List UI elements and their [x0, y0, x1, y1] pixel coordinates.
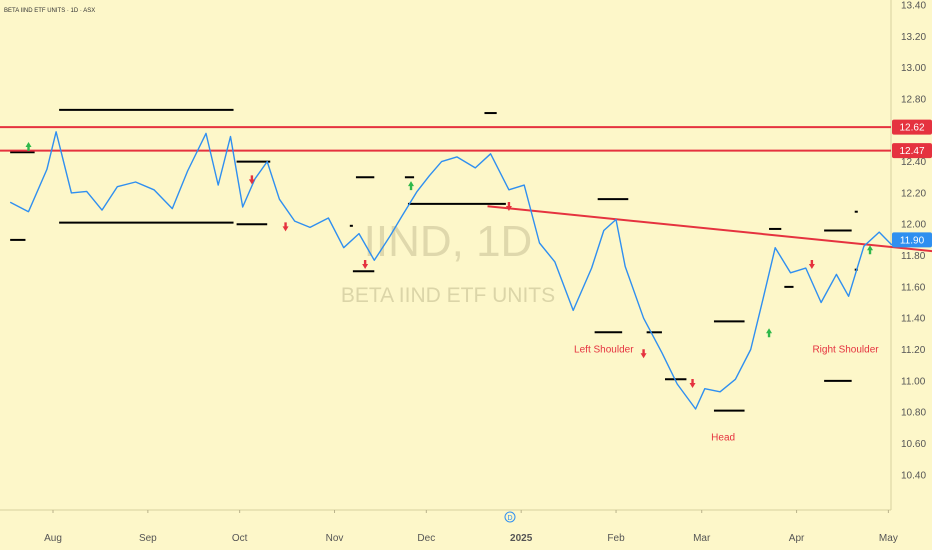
price-tick-label: 13.20 — [901, 32, 926, 43]
sell-signal-arrow-icon — [689, 378, 696, 388]
buy-signal-arrow-icon — [25, 141, 32, 151]
neckline[interactable] — [487, 205, 932, 253]
time-tick-label: Dec — [417, 533, 435, 544]
resistance-price-badge — [892, 119, 932, 135]
sell-signal-arrow-icon — [640, 349, 647, 359]
price-series — [9, 131, 904, 410]
time-tick-label: Mar — [693, 533, 711, 544]
price-tick-label: 11.20 — [901, 345, 926, 356]
last-price-badge — [892, 232, 932, 248]
time-tick-label: Oct — [232, 533, 248, 544]
resistance-price-badge-text: 12.47 — [899, 146, 924, 157]
time-tick-label: Aug — [44, 533, 62, 544]
time-axis[interactable]: Aug Sep Oct Nov Dec 2025 Feb Mar Apr May — [44, 510, 898, 544]
price-tick-label: 11.00 — [901, 376, 926, 387]
sell-signal-arrow-icon — [362, 259, 369, 269]
time-tick-label: Sep — [139, 533, 157, 544]
time-tick-label: May — [879, 533, 898, 544]
sell-signal-arrow-icon — [282, 222, 289, 232]
price-tick-label: 12.80 — [901, 94, 926, 105]
pattern-label: Head — [711, 432, 735, 443]
price-axis[interactable]: 13.4013.2013.0012.8012.6012.4012.2012.00… — [901, 1, 926, 482]
price-tick-label: 13.40 — [901, 1, 926, 12]
buy-signal-arrow-icon — [867, 245, 874, 255]
price-tick-label: 10.40 — [901, 470, 926, 481]
price-tick-label: 10.60 — [901, 439, 926, 450]
watermark-ticker: IIND, 1D — [364, 217, 533, 266]
price-tick-label: 11.40 — [901, 314, 926, 325]
price-line — [9, 131, 904, 410]
dividend-event-icon-glyph: D — [507, 515, 512, 522]
signal-markers — [25, 141, 874, 388]
time-tick-label: Feb — [607, 533, 625, 544]
price-tick-label: 12.00 — [901, 220, 926, 231]
price-tick-label: 13.00 — [901, 63, 926, 74]
level-segments — [10, 108, 858, 412]
pattern-label: Left Shoulder — [574, 345, 634, 356]
price-tick-label: 11.80 — [901, 251, 926, 262]
resistance-lines[interactable] — [0, 126, 891, 152]
sell-signal-arrow-icon — [808, 259, 815, 269]
buy-signal-arrow-icon — [408, 181, 415, 191]
price-badges: 12.62 12.47 11.90 — [892, 119, 932, 248]
resistance-price-badge-text: 12.62 — [899, 123, 924, 134]
price-tick-label: 10.80 — [901, 408, 926, 419]
time-tick-label: 2025 — [510, 533, 533, 544]
last-price-badge-text: 11.90 — [900, 235, 925, 246]
chart-title: BETA IIND ETF UNITS · 1D · ASX — [4, 8, 95, 14]
sell-signal-arrow-icon — [505, 202, 512, 212]
price-tick-label: 11.60 — [901, 282, 926, 293]
resistance-price-badge — [892, 143, 932, 159]
pattern-label: Right Shoulder — [812, 345, 879, 356]
time-tick-label: Nov — [326, 533, 344, 544]
neckline-trendline[interactable] — [487, 205, 932, 253]
time-tick-label: Apr — [789, 533, 805, 544]
watermark-name: BETA IIND ETF UNITS — [341, 284, 555, 307]
buy-signal-arrow-icon — [766, 328, 773, 338]
pattern-annotations: Left Shoulder Head Right Shoulder — [574, 345, 879, 444]
sell-signal-arrow-icon — [248, 175, 255, 185]
price-tick-label: 12.40 — [901, 157, 926, 168]
dividend-event-icon[interactable] — [504, 511, 516, 523]
price-tick-label: 12.20 — [901, 188, 926, 199]
